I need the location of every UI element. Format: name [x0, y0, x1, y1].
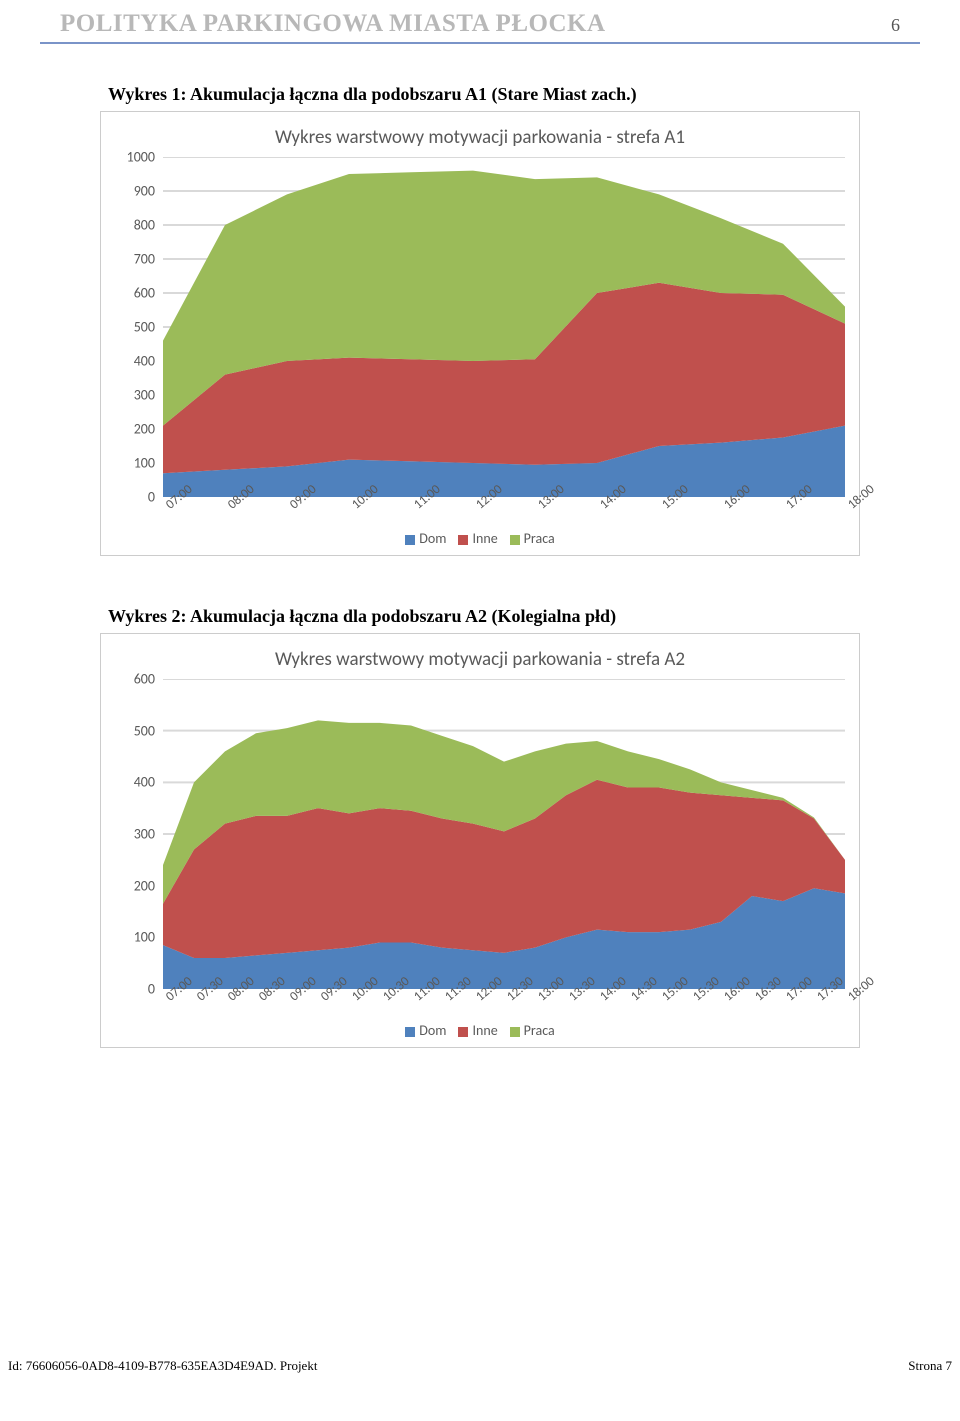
- x-tick: 15:00: [659, 501, 669, 512]
- y-tick: 700: [134, 251, 155, 268]
- y-tick: 200: [134, 877, 155, 894]
- chart2-x-axis: 07:00 07:30 08:00 08:30 09:00 09:30 10:00 10:30…: [163, 989, 845, 1008]
- chart2-caption: Wykres 2: Akumulacja łączna dla podobsza…: [108, 606, 920, 627]
- x-tick: 10:00: [349, 993, 359, 1004]
- y-tick: 400: [134, 774, 155, 791]
- x-tick: 13:00: [535, 501, 545, 512]
- x-tick: 08:30: [256, 993, 266, 1004]
- x-tick: 18:00: [845, 993, 855, 1004]
- legend-item: Dom: [405, 530, 446, 547]
- y-tick: 500: [134, 319, 155, 336]
- chart1-x-axis: 07:00 08:00 09:00 10:00 11:00 12:00 13:00 14:00…: [163, 497, 845, 516]
- legend-swatch: [510, 535, 520, 545]
- x-tick: 09:00: [287, 501, 297, 512]
- x-tick: 08:00: [225, 993, 235, 1004]
- x-tick: 12:30: [504, 993, 514, 1004]
- legend-item: Inne: [458, 530, 497, 547]
- x-tick: 16:00: [721, 501, 731, 512]
- x-tick: 18:00: [845, 501, 855, 512]
- footer-left: Id: 76606056-0AD8-4109-B778-635EA3D4E9AD…: [8, 1358, 317, 1374]
- x-tick: 09:30: [318, 993, 328, 1004]
- chart2-plot-area: 0100200300400500600: [115, 679, 845, 989]
- legend-label: Praca: [524, 1022, 555, 1039]
- header-title: POLITYKA PARKINGOWA MIASTA PŁOCKA: [60, 10, 606, 38]
- legend-swatch: [405, 1027, 415, 1037]
- legend-label: Praca: [524, 530, 555, 547]
- page-header: POLITYKA PARKINGOWA MIASTA PŁOCKA 6: [0, 0, 960, 42]
- x-tick: 16:30: [752, 993, 762, 1004]
- y-tick: 800: [134, 217, 155, 234]
- x-tick: 07:00: [163, 501, 173, 512]
- y-tick: 300: [134, 826, 155, 843]
- x-tick: 07:30: [194, 993, 204, 1004]
- legend-swatch: [510, 1027, 520, 1037]
- chart1-caption: Wykres 1: Akumulacja łączna dla podobsza…: [108, 84, 920, 105]
- y-tick: 400: [134, 353, 155, 370]
- chart1-container: Wykres warstwowy motywacji parkowania - …: [100, 111, 860, 556]
- x-tick: 07:00: [163, 993, 173, 1004]
- header-page-number: 6: [891, 15, 900, 36]
- chart1-y-axis: 01002003004005006007008009001000: [115, 157, 159, 497]
- chart2-title: Wykres warstwowy motywacji parkowania - …: [115, 648, 845, 671]
- chart2-plot: [163, 679, 845, 989]
- chart1-plot: [163, 157, 845, 497]
- x-tick: 10:30: [380, 993, 390, 1004]
- y-tick: 0: [148, 981, 155, 998]
- y-tick: 200: [134, 421, 155, 438]
- x-tick: 15:00: [659, 993, 669, 1004]
- x-tick: 11:00: [411, 993, 421, 1004]
- x-tick: 10:00: [349, 501, 359, 512]
- legend-swatch: [405, 535, 415, 545]
- legend-item: Inne: [458, 1022, 497, 1039]
- legend-label: Dom: [419, 1022, 446, 1039]
- y-tick: 1000: [127, 149, 155, 166]
- y-tick: 500: [134, 722, 155, 739]
- x-tick: 09:00: [287, 993, 297, 1004]
- x-tick: 11:30: [442, 993, 452, 1004]
- x-tick: 08:00: [225, 501, 235, 512]
- x-tick: 17:00: [783, 501, 793, 512]
- x-tick: 15:30: [690, 993, 700, 1004]
- x-tick: 12:00: [473, 501, 483, 512]
- chart1-plot-area: 01002003004005006007008009001000: [115, 157, 845, 497]
- y-tick: 300: [134, 387, 155, 404]
- chart2-legend: Dom Inne Praca: [115, 1008, 845, 1039]
- chart2-y-axis: 0100200300400500600: [115, 679, 159, 989]
- x-tick: 13:00: [535, 993, 545, 1004]
- chart1-title: Wykres warstwowy motywacji parkowania - …: [115, 126, 845, 149]
- x-tick: 17:00: [783, 993, 793, 1004]
- x-tick: 13:30: [566, 993, 576, 1004]
- x-tick: 16:00: [721, 993, 731, 1004]
- legend-swatch: [458, 1027, 468, 1037]
- x-tick: 17:30: [814, 993, 824, 1004]
- footer-right: Strona 7: [908, 1358, 952, 1374]
- y-tick: 100: [134, 929, 155, 946]
- legend-label: Dom: [419, 530, 446, 547]
- legend-label: Inne: [472, 530, 497, 547]
- legend-swatch: [458, 535, 468, 545]
- legend-item: Praca: [510, 530, 555, 547]
- chart2-container: Wykres warstwowy motywacji parkowania - …: [100, 633, 860, 1048]
- legend-item: Dom: [405, 1022, 446, 1039]
- legend-label: Inne: [472, 1022, 497, 1039]
- chart1-legend: Dom Inne Praca: [115, 516, 845, 547]
- y-tick: 600: [134, 285, 155, 302]
- y-tick: 900: [134, 183, 155, 200]
- x-tick: 14:00: [597, 501, 607, 512]
- page-footer: Id: 76606056-0AD8-4109-B778-635EA3D4E9AD…: [0, 1358, 960, 1374]
- x-tick: 14:30: [628, 993, 638, 1004]
- x-tick: 12:00: [473, 993, 483, 1004]
- y-tick: 0: [148, 489, 155, 506]
- y-tick: 600: [134, 671, 155, 688]
- y-tick: 100: [134, 455, 155, 472]
- x-tick: 14:00: [597, 993, 607, 1004]
- header-rule: [40, 42, 920, 44]
- x-tick: 11:00: [411, 501, 421, 512]
- legend-item: Praca: [510, 1022, 555, 1039]
